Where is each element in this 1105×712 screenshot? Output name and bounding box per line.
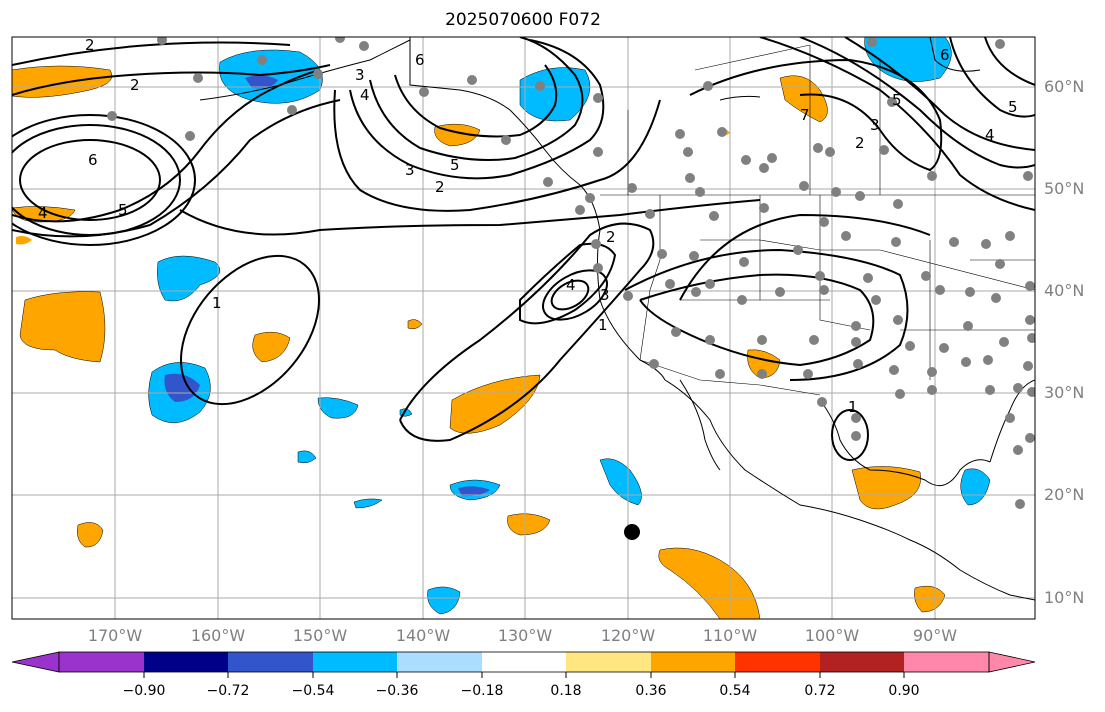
colorbar-segment [651, 652, 735, 672]
colorbar-segment [228, 652, 313, 672]
contour-label: 6 [88, 151, 98, 169]
contour-labels: 2 6 5 4 3 2 1 2 3 4 1 2 3 4 5 6 7 3 2 1 … [38, 36, 1018, 416]
contour-label: 2 [85, 36, 95, 54]
lon-label: 90°W [912, 626, 958, 645]
contour-label: 1 [598, 316, 608, 334]
lat-label: 10°N [1044, 588, 1085, 607]
contour-label: 5 [892, 91, 902, 109]
contour-label: 6 [940, 46, 950, 64]
contour-label: 2 [855, 134, 865, 152]
colorbar-segment [313, 652, 397, 672]
map-title: 2025070600 F072 [445, 10, 601, 30]
lon-label: 150°W [292, 626, 348, 645]
colorbar-tick-label: −0.54 [291, 683, 335, 699]
colorbar-segment [820, 652, 904, 672]
colorbar-tick-label: 0.72 [804, 683, 836, 699]
colorbar [11, 651, 1036, 678]
contour-label: 4 [985, 126, 995, 144]
contour-label: 5 [450, 156, 460, 174]
lon-label: 100°W [804, 626, 860, 645]
colorbar-tick-label: −0.72 [206, 683, 250, 699]
contour-label: 3 [355, 66, 365, 84]
lat-label: 20°N [1044, 485, 1085, 504]
contour-label: 1 [848, 398, 858, 416]
colorbar-segment [735, 652, 820, 672]
lat-label: 50°N [1044, 179, 1085, 198]
lon-label: 130°W [497, 626, 553, 645]
colorbar-tick-label: 0.54 [719, 683, 751, 699]
colorbar-segment [482, 652, 566, 672]
contour-label: 4 [566, 276, 576, 294]
lat-label: 30°N [1044, 383, 1085, 402]
colorbar-tick-label: 0.18 [550, 683, 582, 699]
station-markers [107, 37, 1035, 509]
contour-label: 7 [800, 106, 810, 124]
colorbar-tick-label: 0.90 [888, 683, 920, 699]
colorbar-segment [566, 652, 651, 672]
colorbar-segment [144, 652, 228, 672]
contour-label: 3 [405, 161, 415, 179]
lon-label: 160°W [190, 626, 246, 645]
colorbar-tick-label: −0.18 [460, 683, 504, 699]
contour-label: 4 [360, 86, 370, 104]
lat-label: 40°N [1044, 281, 1085, 300]
lon-label: 120°W [600, 626, 656, 645]
contour-label: 3 [600, 286, 610, 304]
colorbar-segment [397, 652, 482, 672]
lat-label: 60°N [1044, 77, 1085, 96]
contour-label: 1 [212, 294, 222, 312]
colorbar-segment [904, 652, 989, 672]
lon-label: 140°W [395, 626, 451, 645]
contour-label: 2 [130, 76, 140, 94]
colorbar-segment [11, 651, 60, 673]
storm-center-marker [624, 524, 640, 540]
coastlines [199, 37, 1035, 601]
contour-label: 5 [118, 201, 128, 219]
lon-label: 170°W [87, 626, 143, 645]
contour-label: 2 [435, 178, 445, 196]
colorbar-tick-label: 0.36 [635, 683, 667, 699]
colorbar-segment [59, 652, 144, 672]
colorbar-segment [988, 651, 1036, 673]
contours [12, 37, 1035, 461]
colorbar-tick-label: −0.36 [375, 683, 419, 699]
contour-label: 5 [1008, 98, 1018, 116]
contour-label: 6 [415, 51, 425, 69]
graticule [12, 37, 1035, 619]
map-frame [11, 36, 1036, 620]
contour-label: 4 [38, 204, 48, 222]
contour-label: 2 [606, 228, 616, 246]
colorbar-tick-label: −0.90 [122, 683, 166, 699]
lon-label: 110°W [702, 626, 758, 645]
contour-label: 3 [870, 116, 880, 134]
